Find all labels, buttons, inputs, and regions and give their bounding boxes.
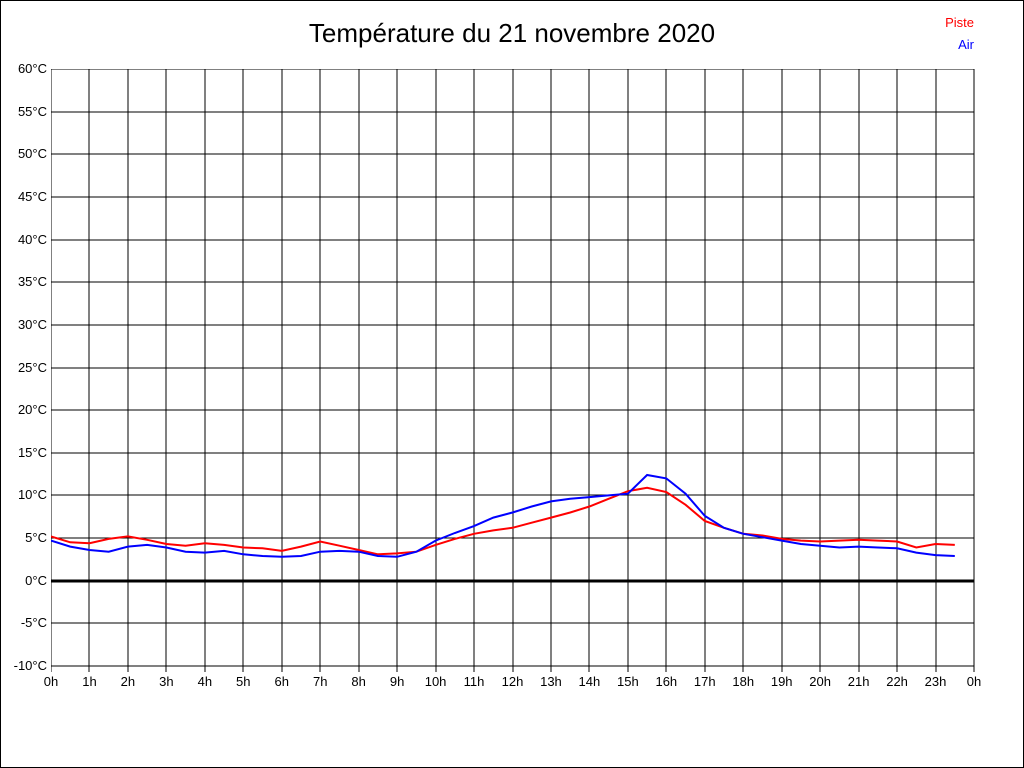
y-tick-label: 45°C bbox=[17, 188, 47, 204]
x-tick-label: 0h bbox=[966, 674, 982, 689]
x-tick-label: 13h bbox=[540, 674, 562, 689]
x-tick-label: 12h bbox=[501, 674, 524, 689]
x-tick-label: 7h bbox=[312, 674, 328, 689]
y-tick-label: 30°C bbox=[17, 316, 47, 332]
y-tick-label: 50°C bbox=[17, 146, 47, 162]
y-tick-label: 20°C bbox=[17, 402, 47, 418]
x-tick-label: 6h bbox=[274, 674, 289, 689]
x-tick-label: 11h bbox=[463, 674, 485, 689]
piste-line bbox=[51, 486, 955, 556]
x-tick-label: 1h bbox=[82, 674, 97, 689]
y-tick-label: 15°C bbox=[17, 444, 47, 460]
legend-item-air: Air bbox=[958, 37, 974, 52]
x-tick-label: 8h bbox=[351, 674, 366, 689]
x-tick-label: 18h bbox=[732, 674, 755, 689]
y-tick-label: -10°C bbox=[13, 658, 47, 673]
legend-item-piste: Piste bbox=[945, 15, 974, 30]
chart-title: Température du 21 novembre 2020 bbox=[308, 18, 716, 48]
x-tick-label: 4h bbox=[197, 674, 213, 689]
y-tick-label: 25°C bbox=[17, 359, 47, 375]
temperature-chart-plot bbox=[51, 69, 975, 672]
x-tick-label: 16h bbox=[655, 674, 678, 689]
x-tick-label: 9h bbox=[389, 674, 405, 689]
y-tick-label: 55°C bbox=[17, 103, 47, 119]
y-tick-label: 60°C bbox=[17, 61, 47, 76]
y-tick-label: 35°C bbox=[17, 274, 47, 290]
x-tick-label: 10h bbox=[424, 674, 447, 689]
x-tick-label: 19h bbox=[770, 674, 793, 689]
x-tick-label: 3h bbox=[159, 674, 174, 689]
y-tick-label: 10°C bbox=[17, 487, 47, 503]
y-tick-label: 5°C bbox=[25, 530, 47, 546]
x-tick-label: 17h bbox=[693, 674, 716, 689]
y-tick-label: 0°C bbox=[25, 572, 47, 588]
air-line bbox=[51, 473, 955, 558]
x-tick-label: 2h bbox=[120, 674, 136, 689]
x-tick-label: 21h bbox=[847, 674, 870, 689]
x-tick-label: 22h bbox=[886, 674, 908, 689]
x-tick-label: 0h bbox=[43, 674, 59, 689]
y-tick-label: 40°C bbox=[17, 231, 47, 247]
x-tick-label: 15h bbox=[617, 674, 639, 689]
y-tick-label: -5°C bbox=[20, 615, 47, 631]
x-tick-label: 20h bbox=[809, 674, 831, 689]
x-tick-label: 14h bbox=[578, 674, 601, 689]
x-tick-label: 23h bbox=[924, 674, 947, 689]
x-tick-label: 5h bbox=[236, 674, 251, 689]
chart-legend: Piste Air bbox=[945, 12, 974, 56]
